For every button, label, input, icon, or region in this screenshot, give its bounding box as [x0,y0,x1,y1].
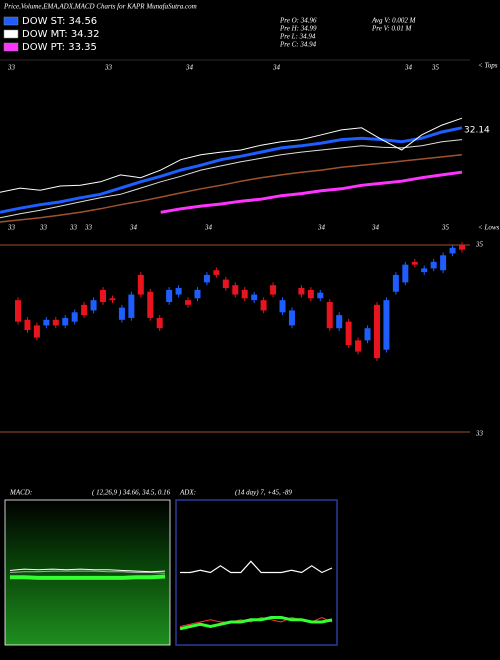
candle-body [251,294,258,301]
legend-label: DOW ST: 34.56 [22,16,97,27]
series-line [179,616,333,631]
candle-body [128,294,135,318]
candle-body [62,317,69,326]
candle-body [373,304,380,359]
candle-body [137,274,144,295]
candle-body [355,340,362,352]
candle-body [175,288,182,295]
candle-body [307,289,314,299]
candle-body [71,312,78,322]
adx-label: ADX: [179,489,196,497]
bottom-label: 34 [204,224,213,232]
top-label: 35 [431,64,440,72]
candle-body [279,300,286,313]
bottom-label: 33 [39,224,48,232]
bottom-label: 34 [317,224,326,232]
candle-body [109,298,116,301]
candle-body [185,300,192,305]
candle-body [270,285,277,295]
candle-body [100,289,107,303]
candle-body [81,304,88,316]
candle-body [203,274,210,283]
bottom-label: 34 [371,224,380,232]
top-label: 33 [104,64,113,72]
candle-body [336,315,343,329]
candle-body [213,270,220,275]
candle-body [24,319,31,331]
candle-body [449,247,456,254]
candle-body [430,261,437,269]
legend-swatch [3,42,19,52]
series-line [9,568,166,573]
top-label: 34 [404,64,413,72]
series-line [0,117,463,193]
candle-body [326,302,333,329]
stat: Pre L: 34.94 [279,33,316,41]
candle-body [118,307,125,320]
series-line [0,126,463,214]
bottom-label: 33 [84,224,93,232]
legend-label: DOW PT: 33.35 [22,42,97,53]
bottom-label: 34 [129,224,138,232]
candle-body [345,321,352,346]
title: Price,Volume,EMA,ADX,MACD Charts for KAP… [3,3,197,11]
stat: Pre O: 34.96 [279,17,317,25]
candle-body [440,255,447,271]
candle-body [166,289,173,303]
candle-body [298,288,305,295]
candle-body [392,274,399,292]
candle-body [421,268,428,273]
legend-swatch [3,16,19,26]
macd-params: ( 12,26,9 ) 34.66, 34.5, 0.16 [92,489,171,497]
stat: Pre V: 0.01 M [371,25,412,33]
stat: Pre H: 34.99 [279,25,317,33]
candle-body [402,264,409,283]
candle-body [317,292,324,299]
annotation: 32.14 [464,126,490,136]
bottom-label: 35 [441,224,450,232]
candle-body [288,310,295,326]
adx-params: (14 day) 7, +45, -89 [235,489,292,497]
legend-swatch [3,29,19,39]
stat: Avg V: 0.002 M [371,17,417,25]
lows-label: < Lows [478,224,500,232]
series-line [9,570,166,574]
candle-body [222,279,229,289]
candle-body [241,289,248,299]
stat: Pre C: 34.94 [279,41,317,49]
candle-body [411,261,418,265]
candle-body [15,300,21,322]
macd-label: MACD: [9,489,32,497]
series-line [160,170,463,214]
series-line [180,560,333,574]
candle-body [260,300,267,311]
candle-body [232,285,239,295]
candle-body [459,245,465,250]
candle-body [156,317,163,329]
y-tick-label: 33 [475,430,484,438]
candle-body [383,300,390,350]
candle-body [52,319,59,326]
y-tick-label: 35 [475,241,484,249]
tops-label: < Tops [478,62,498,70]
bottom-label: 33 [7,224,16,232]
series-line [0,139,463,219]
candle-body [33,325,40,338]
candle-body [43,319,50,326]
candle-body [364,328,371,341]
legend-label: DOW MT: 34.32 [22,29,99,40]
top-label: 34 [185,64,194,72]
series-line [0,154,463,223]
series-line [10,574,166,580]
bottom-label: 33 [69,224,78,232]
top-label: 34 [272,64,281,72]
candle-body [147,291,154,318]
candle-body [194,289,201,299]
top-label: 33 [7,64,16,72]
candle-body [90,300,97,311]
